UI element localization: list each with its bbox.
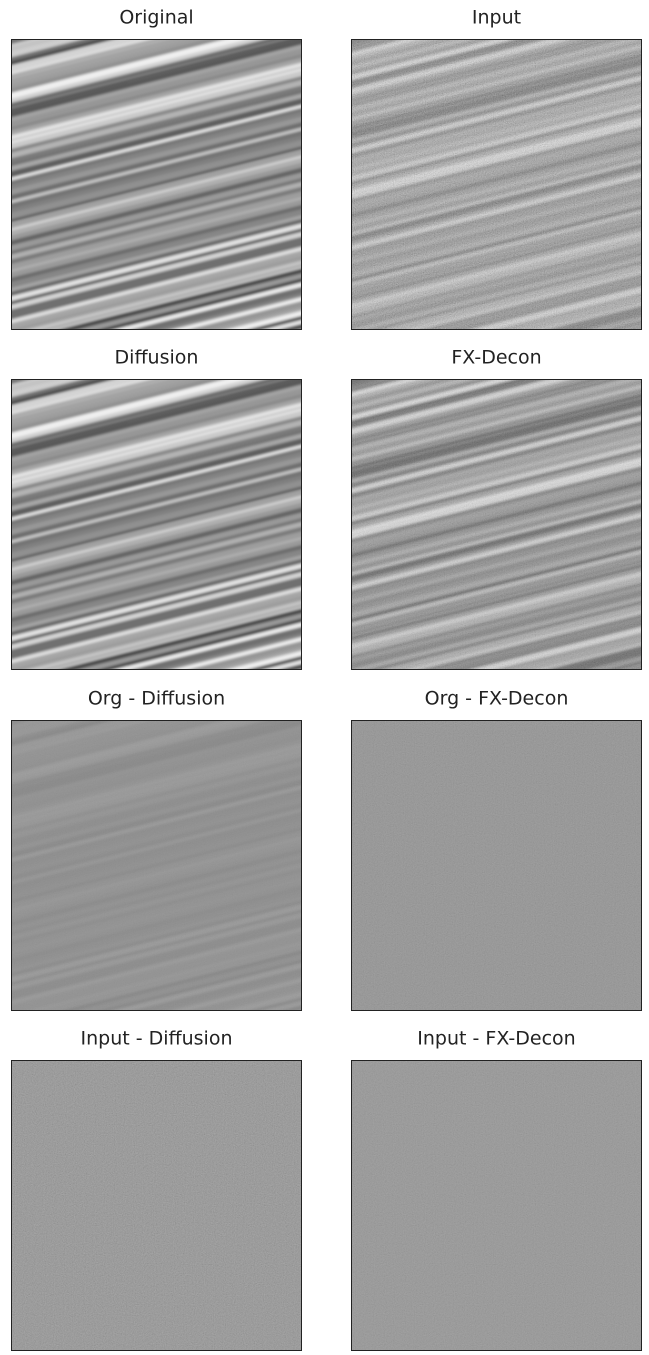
- panel-image: [351, 1060, 642, 1351]
- panel-title: Input - Diffusion: [80, 1028, 232, 1050]
- panel-title: Org - FX-Decon: [425, 688, 569, 710]
- stripe: [1, 0, 312, 2]
- panel-image: [351, 720, 642, 1011]
- noise: [11, 1060, 302, 1351]
- panel-title: Input: [472, 7, 521, 29]
- stripe: [341, 0, 649, 2]
- noise: [351, 39, 642, 330]
- panel-title: Diffusion: [115, 347, 199, 369]
- noise: [351, 1060, 642, 1351]
- panel-title: FX-Decon: [451, 347, 541, 369]
- panel-title: Original: [119, 7, 193, 29]
- noise: [351, 379, 642, 670]
- figure: Original Input Diffusion FX-Decon Org - Diff…: [0, 0, 649, 1351]
- page: Original Input Diffusion FX-Decon Org - Diff…: [0, 0, 649, 1351]
- noise: [11, 720, 302, 1011]
- noise: [351, 720, 642, 1011]
- panel-image: [11, 1060, 302, 1351]
- panel-title: Org - Diffusion: [88, 688, 225, 710]
- panel-title: Input - FX-Decon: [417, 1028, 575, 1050]
